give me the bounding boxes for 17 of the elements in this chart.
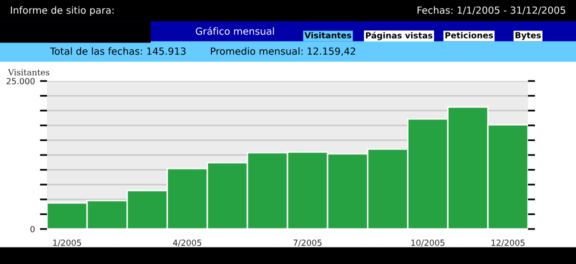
chart-title: Gráfico mensual [196,26,274,35]
text: Peticiones [445,32,493,38]
text: Bytes [516,32,541,40]
text: Páginas vistas [366,32,432,40]
x-tick-label: 10/2005 [411,240,444,247]
y-axis-title: Visitantes [8,69,50,76]
text: Visitantes [304,32,352,38]
text: Total de las fechas: 145.913 [50,47,186,55]
x-tick-label: 1/2005 [53,240,81,247]
y-tick-label: 25.000 [6,78,35,84]
x-tick-label: 7/2005 [294,240,322,247]
text: Informe de sitio para: [10,6,114,16]
x-tick-label: 12/2005 [492,240,525,247]
text: Promedio mensual: 12.159,42 [210,47,356,56]
text: Fechas: 1/1/2005 - 31/12/2005 [418,6,566,15]
x-tick-label: 4/2005 [173,240,202,247]
y-tick-label: 0 [30,226,35,232]
